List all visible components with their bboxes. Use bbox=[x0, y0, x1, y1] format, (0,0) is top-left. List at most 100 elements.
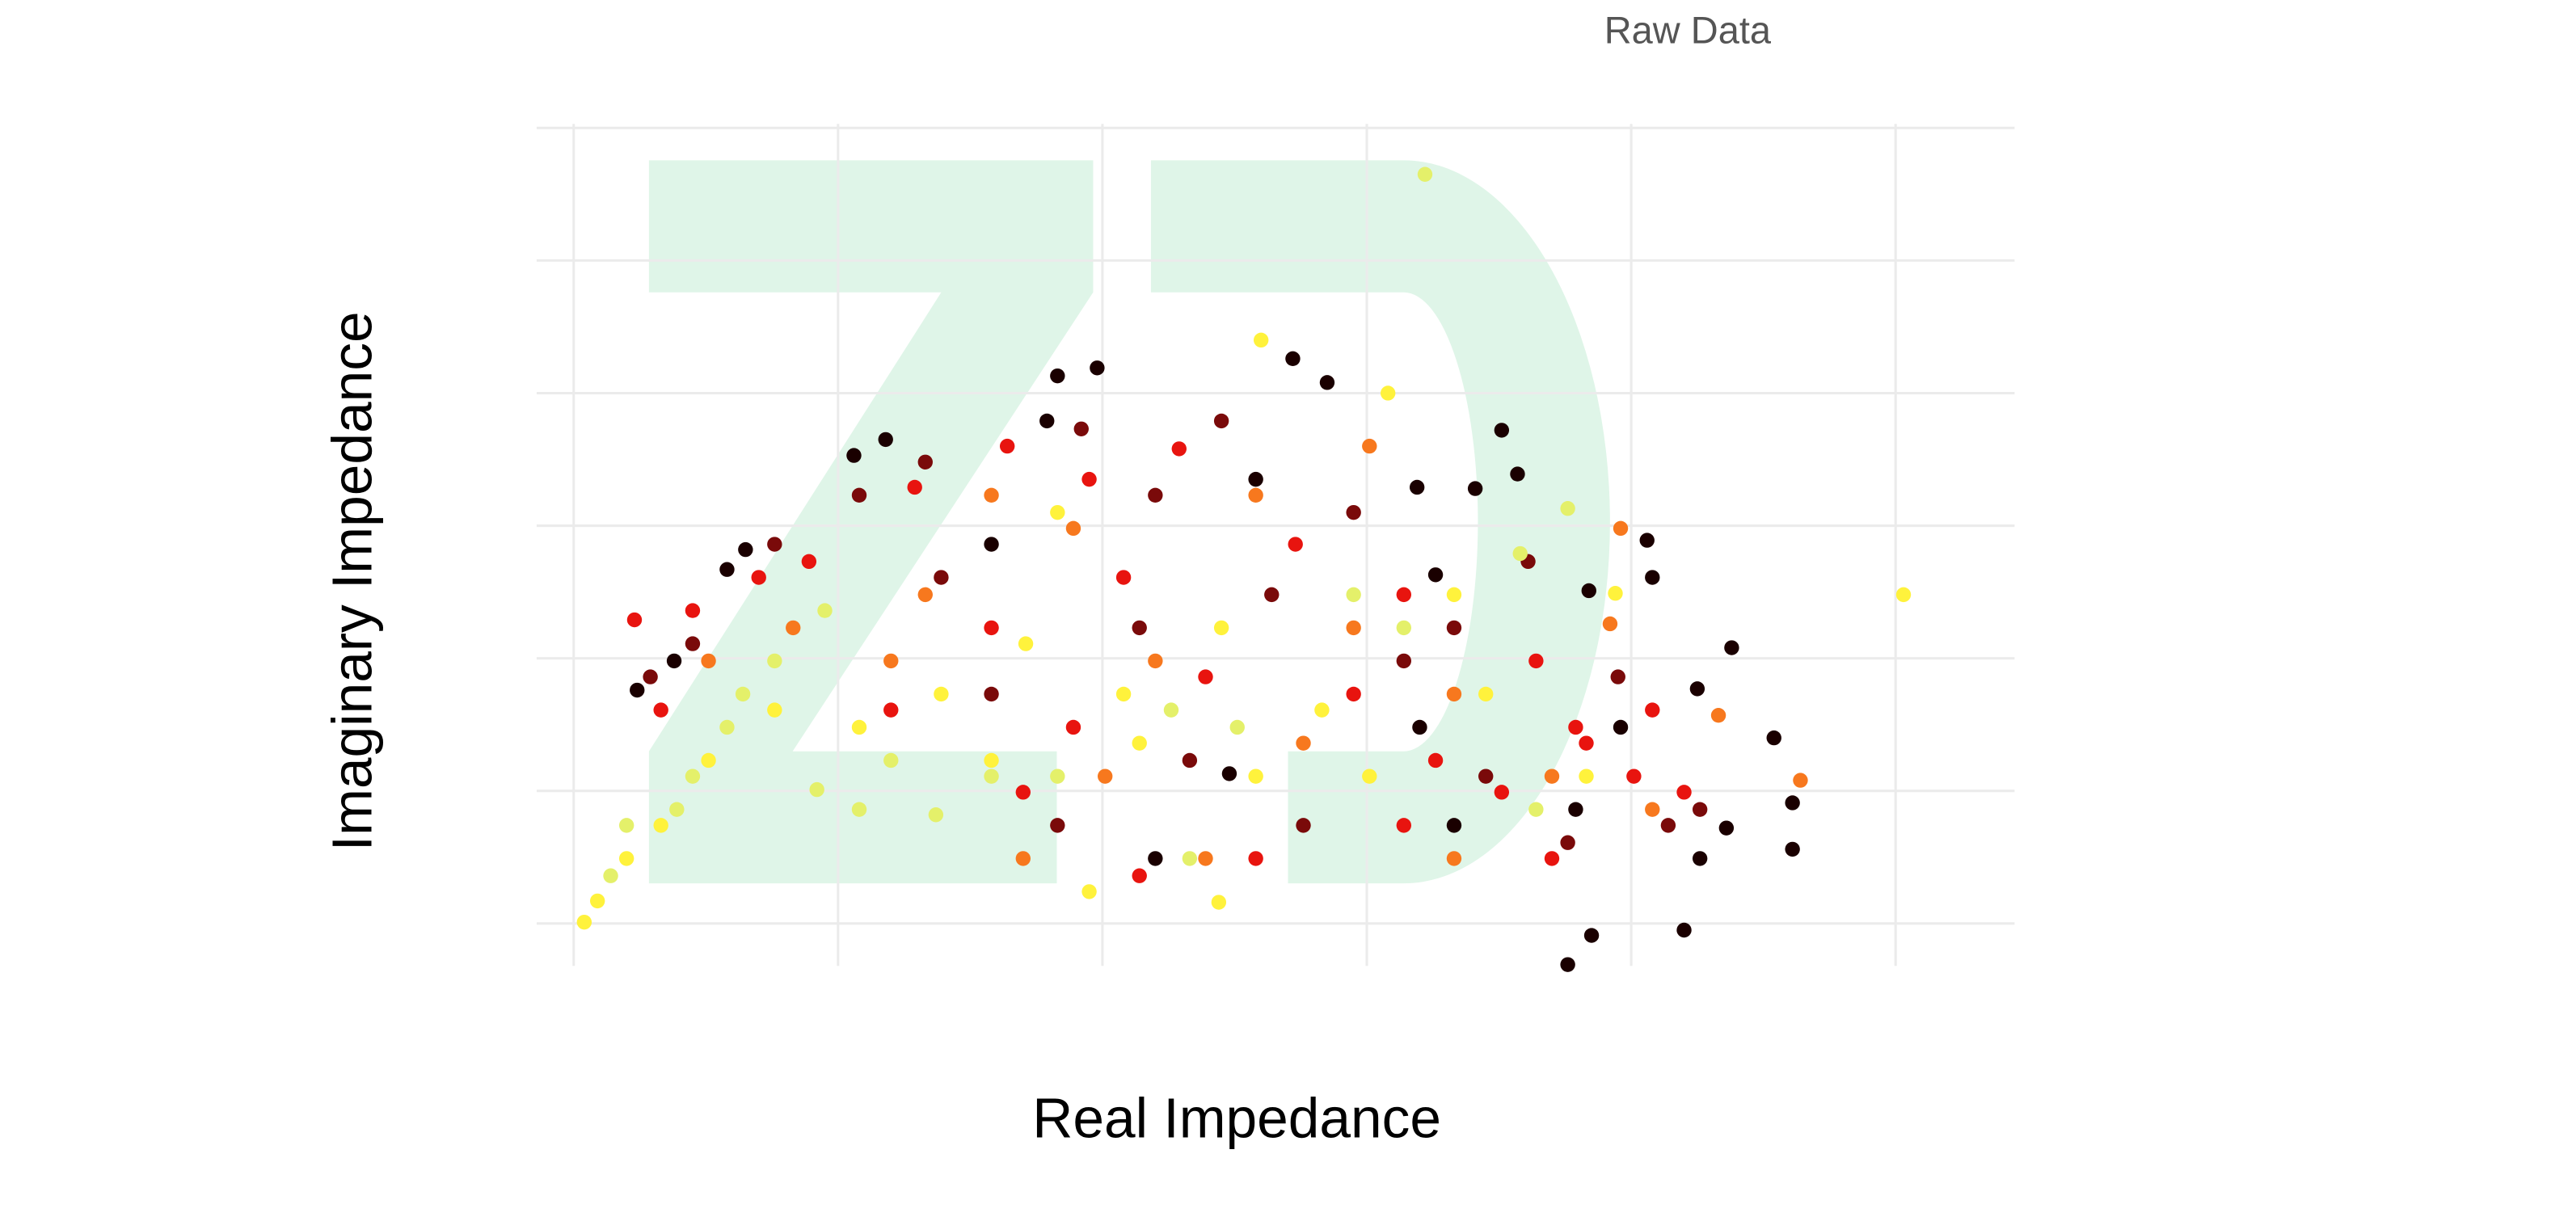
scatter-point bbox=[1724, 640, 1739, 655]
scatter-point bbox=[1528, 802, 1544, 817]
scatter-point bbox=[1163, 702, 1179, 718]
scatter-point bbox=[653, 702, 668, 718]
scatter-point bbox=[767, 537, 782, 552]
scatter-point bbox=[1198, 669, 1213, 684]
scatter-point bbox=[767, 653, 782, 669]
scatter-point bbox=[1417, 166, 1433, 182]
scatter-point bbox=[934, 686, 949, 702]
scatter-point bbox=[1229, 719, 1245, 735]
scatter-point bbox=[1544, 851, 1560, 866]
scatter-point bbox=[1253, 332, 1269, 348]
scatter-point bbox=[1396, 620, 1412, 636]
scatter-point bbox=[1446, 818, 1462, 833]
scatter-point bbox=[1478, 769, 1494, 784]
scatter-point bbox=[626, 612, 643, 628]
scatter-point bbox=[846, 448, 862, 463]
scatter-point bbox=[1264, 587, 1280, 603]
scatter-point bbox=[719, 719, 735, 735]
scatter-point bbox=[1148, 653, 1163, 669]
scatter-point bbox=[1346, 587, 1361, 603]
scatter-point bbox=[1639, 533, 1655, 548]
scatter-point bbox=[984, 620, 999, 636]
scatter-point bbox=[1346, 686, 1361, 702]
scatter-point bbox=[1171, 441, 1187, 457]
scatter-point bbox=[603, 868, 618, 883]
scatter-point bbox=[1446, 587, 1462, 603]
scatter-point bbox=[1494, 423, 1510, 438]
scatter-point bbox=[907, 479, 922, 495]
scatter-point bbox=[1132, 735, 1147, 751]
scatter-point bbox=[1692, 851, 1708, 866]
scatter-point bbox=[1050, 368, 1065, 384]
scatter-point bbox=[1182, 752, 1198, 769]
scatter-point bbox=[1319, 375, 1335, 390]
scatter-point bbox=[1182, 851, 1198, 866]
scatter-point bbox=[1568, 802, 1583, 817]
scatter-point bbox=[1793, 773, 1808, 788]
scatter-point bbox=[738, 541, 753, 558]
scatter-point bbox=[1296, 818, 1311, 833]
scatter-point bbox=[1115, 570, 1132, 585]
scatter-point bbox=[701, 653, 716, 669]
scatter-point bbox=[1613, 719, 1629, 735]
scatter-point bbox=[1296, 735, 1311, 751]
scatter-point bbox=[883, 653, 899, 669]
scatter-point bbox=[984, 752, 999, 769]
scatter-point bbox=[1446, 851, 1462, 866]
scatter-point bbox=[851, 487, 867, 503]
scatter-point bbox=[1785, 841, 1800, 857]
scatter-point bbox=[928, 807, 944, 823]
scatter-point bbox=[1560, 835, 1575, 850]
scatter-point bbox=[751, 570, 766, 585]
scatter-point bbox=[1478, 686, 1494, 702]
scatter-point bbox=[1602, 616, 1618, 632]
scatter-point bbox=[1660, 818, 1676, 833]
scatter-point bbox=[1015, 785, 1031, 800]
scatter-point bbox=[589, 893, 605, 909]
scatter-point bbox=[1560, 957, 1575, 972]
scatter-point bbox=[618, 851, 635, 866]
scatter-point bbox=[999, 438, 1015, 454]
scatter-point bbox=[1645, 702, 1660, 718]
scatter-point bbox=[1081, 471, 1097, 487]
scatter-point bbox=[984, 686, 999, 702]
scatter-point bbox=[1676, 785, 1692, 800]
scatter-point bbox=[653, 818, 668, 833]
scatter-point bbox=[1396, 818, 1412, 833]
scatter-point bbox=[1248, 471, 1263, 487]
scatter-point bbox=[1050, 769, 1065, 784]
scatter-point bbox=[1380, 385, 1396, 401]
scatter-point bbox=[851, 802, 867, 817]
scatter-point bbox=[1248, 769, 1263, 784]
scatter-point bbox=[1148, 851, 1163, 866]
scatter-point bbox=[1065, 719, 1081, 735]
scatter-point bbox=[1718, 820, 1735, 836]
scatter-point bbox=[883, 752, 899, 769]
scatter-point bbox=[1528, 653, 1544, 669]
scatter-point bbox=[878, 432, 893, 448]
scatter-point bbox=[786, 620, 801, 636]
scatter-point bbox=[1608, 586, 1623, 601]
scatter-point bbox=[1346, 620, 1361, 636]
scatter-point bbox=[666, 653, 682, 669]
scatter-point bbox=[1579, 735, 1594, 751]
scatter-point bbox=[1115, 686, 1132, 702]
scatter-point bbox=[1510, 466, 1525, 482]
scatter-point bbox=[1560, 501, 1575, 516]
scatter-point bbox=[817, 603, 833, 618]
scatter-point bbox=[1285, 351, 1301, 367]
watermark-logo bbox=[648, 160, 1610, 884]
scatter-point bbox=[701, 752, 716, 769]
scatter-point bbox=[917, 587, 933, 603]
scatter-point bbox=[809, 781, 824, 798]
scatter-point bbox=[618, 818, 635, 833]
scatter-point bbox=[1362, 438, 1377, 454]
scatter-point bbox=[1018, 636, 1034, 651]
scatter-point bbox=[984, 487, 999, 503]
x-axis-title: Real Impedance bbox=[1032, 1087, 1441, 1150]
scatter-point bbox=[1396, 587, 1412, 603]
scatter-point bbox=[630, 682, 645, 698]
scatter-point bbox=[1446, 620, 1462, 636]
scatter-point bbox=[984, 537, 999, 552]
